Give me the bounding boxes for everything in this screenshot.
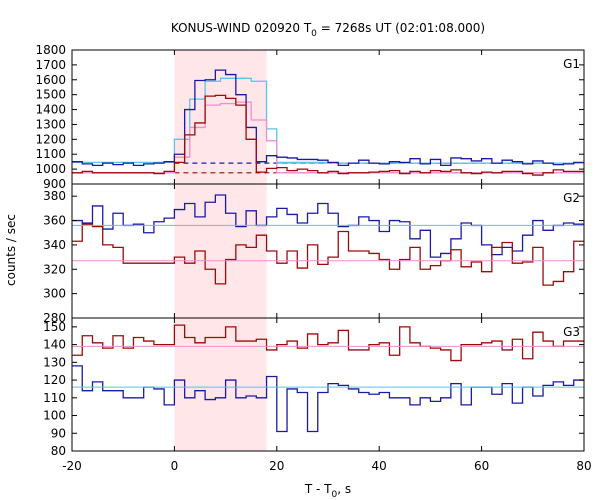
y-tick-label: 150 [43,320,66,334]
panel-frame [71,317,585,452]
y-tick-label: 360 [43,214,66,228]
x-tick-label: 40 [372,459,387,473]
x-tick-label: 20 [269,459,284,473]
lightcurve-red [72,324,584,362]
y-tick-label: 340 [43,238,66,252]
y-tick-label: 1500 [35,88,66,102]
y-tick-label: 900 [43,177,66,191]
panel-label: G1 [563,57,580,71]
lightcurve-pink [72,101,584,174]
y-tick-label: 380 [43,189,66,203]
y-tick-label: 320 [43,262,66,276]
y-tick-label: 300 [43,287,66,301]
panel-label: G2 [563,191,580,205]
lightcurve-cyan [72,77,584,164]
y-tick-label: 80 [51,444,66,458]
chart-title: KONUS-WIND 020920 T0 = 7268s UT (02:01:0… [171,21,485,39]
y-tick-label: 1300 [35,117,66,131]
y-tick-label: 1600 [35,73,66,87]
y-tick-label: 1200 [35,132,66,146]
y-tick-label: 1400 [35,103,66,117]
y-tick-label: 1000 [35,162,66,176]
lightcurve-red [72,94,584,176]
lightcurve-blue [72,69,584,167]
y-tick-label: 110 [43,391,66,405]
x-tick-label: 0 [171,459,179,473]
y-tick-label: 90 [51,426,66,440]
x-tick-label: 60 [474,459,489,473]
lightcurve-blue [72,365,584,433]
y-tick-label: 130 [43,355,66,369]
lightcurve-blue [72,194,584,258]
x-tick-label: 80 [576,459,591,473]
y-tick-label: 1100 [35,147,66,161]
y-tick-label: 1800 [35,43,66,57]
y-axis-label: counts / sec [4,214,18,286]
x-axis: -20 0 20 40 60 80 [62,459,591,473]
x-tick-label: -20 [62,459,82,473]
y-tick-label: 100 [43,409,66,423]
y-tick-label: 1700 [35,58,66,72]
panel-g2: 280 300 320 340 360 380 G2 [43,183,585,325]
lightcurve-red [72,223,584,286]
panel-label: G3 [563,325,580,339]
y-tick-label: 120 [43,373,66,387]
y-tick-label: 280 [43,311,66,325]
panel-g3: 80 90 100 110 120 130 140 150 G3 [43,317,585,458]
y-tick-label: 140 [43,338,66,352]
x-axis-label: T - T0, s [304,482,351,500]
